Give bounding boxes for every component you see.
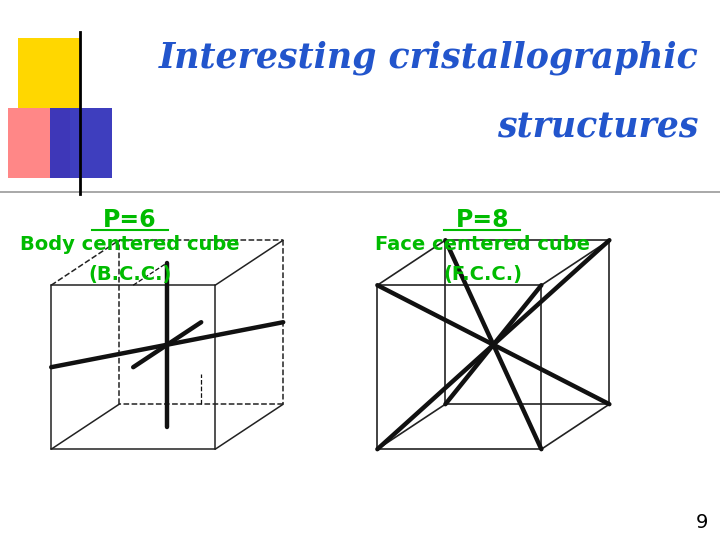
Text: P=6: P=6 (103, 208, 156, 232)
Text: Face centered cube: Face centered cube (375, 235, 590, 254)
Text: structures: structures (497, 111, 698, 145)
Text: P=8: P=8 (456, 208, 509, 232)
Bar (8, 108, 70, 178)
Text: 9: 9 (696, 513, 708, 532)
Text: Interesting cristallographic: Interesting cristallographic (158, 40, 698, 75)
Bar (18, 38, 80, 108)
Text: Body centered cube: Body centered cube (19, 235, 240, 254)
Bar (50, 108, 112, 178)
Text: (B.C.C.): (B.C.C.) (88, 265, 171, 284)
Text: (F.C.C.): (F.C.C.) (443, 265, 522, 284)
